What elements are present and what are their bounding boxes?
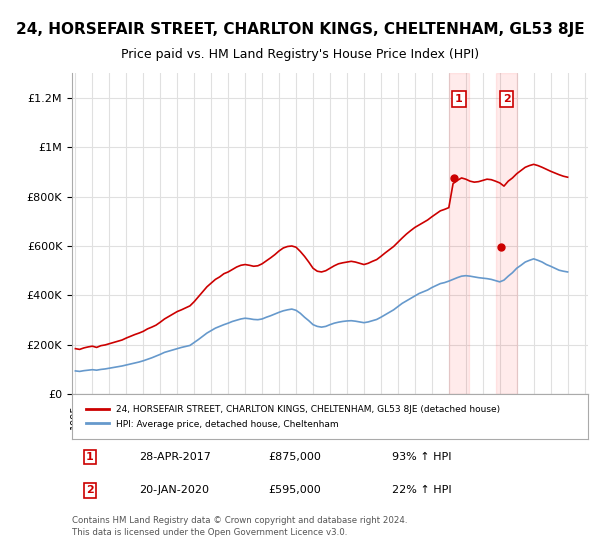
Text: 24, HORSEFAIR STREET, CHARLTON KINGS, CHELTENHAM, GL53 8JE: 24, HORSEFAIR STREET, CHARLTON KINGS, CH…	[16, 22, 584, 38]
Text: £595,000: £595,000	[268, 486, 321, 496]
Legend: 24, HORSEFAIR STREET, CHARLTON KINGS, CHELTENHAM, GL53 8JE (detached house), HPI: 24, HORSEFAIR STREET, CHARLTON KINGS, CH…	[82, 401, 505, 433]
Text: 1: 1	[455, 94, 463, 104]
Text: Contains HM Land Registry data © Crown copyright and database right 2024.
This d: Contains HM Land Registry data © Crown c…	[72, 516, 407, 538]
Text: £875,000: £875,000	[268, 452, 321, 462]
Text: 22% ↑ HPI: 22% ↑ HPI	[392, 486, 452, 496]
Text: 2: 2	[86, 486, 94, 496]
Text: 28-APR-2017: 28-APR-2017	[139, 452, 211, 462]
Text: 20-JAN-2020: 20-JAN-2020	[139, 486, 209, 496]
Text: 1: 1	[86, 452, 94, 462]
Text: 93% ↑ HPI: 93% ↑ HPI	[392, 452, 451, 462]
Text: 2: 2	[503, 94, 511, 104]
Text: Price paid vs. HM Land Registry's House Price Index (HPI): Price paid vs. HM Land Registry's House …	[121, 48, 479, 60]
Bar	[449, 73, 469, 394]
Bar	[496, 73, 517, 394]
